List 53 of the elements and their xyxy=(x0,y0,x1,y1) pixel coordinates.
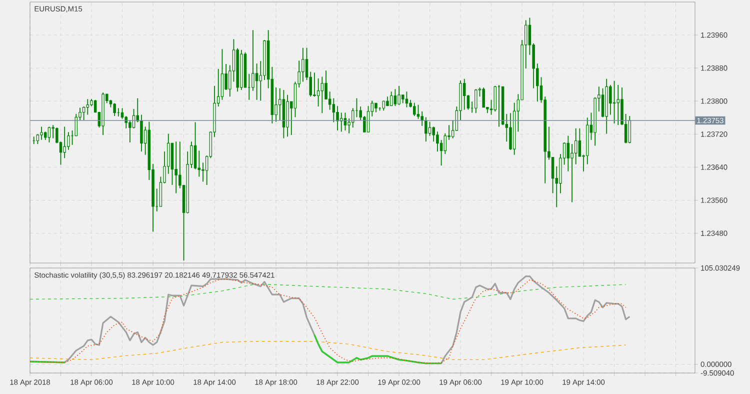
candlestick xyxy=(48,126,51,143)
line-series xyxy=(30,284,626,300)
candlestick xyxy=(382,100,386,112)
candlestick xyxy=(482,87,485,108)
candlestick xyxy=(405,91,408,108)
candlestick xyxy=(220,48,224,100)
candlestick xyxy=(390,91,393,107)
candlestick xyxy=(174,141,178,194)
candlestick xyxy=(616,84,620,126)
candlestick xyxy=(140,114,143,152)
candlestick xyxy=(36,134,40,145)
candlestick xyxy=(252,30,254,92)
candlestick xyxy=(578,128,582,157)
candlestick xyxy=(320,76,324,114)
candlestick xyxy=(194,122,197,170)
candlestick xyxy=(52,124,54,139)
candlestick xyxy=(74,113,78,136)
candlestick xyxy=(352,108,354,128)
candlestick xyxy=(601,88,604,118)
candlestick xyxy=(332,98,336,123)
candlestick xyxy=(394,88,397,107)
candlestick xyxy=(398,85,400,106)
candlestick xyxy=(494,85,496,112)
candlestick xyxy=(612,80,616,124)
candlestick xyxy=(609,84,612,116)
candlestick xyxy=(40,126,43,140)
candlestick xyxy=(413,102,416,116)
candlestick xyxy=(255,63,258,100)
candlestick xyxy=(566,135,570,172)
candlestick xyxy=(336,106,339,131)
candlestick xyxy=(462,78,466,110)
candlestick xyxy=(86,98,90,116)
candlestick xyxy=(302,47,304,82)
candlestick xyxy=(67,132,70,150)
candlestick xyxy=(420,110,424,126)
candlestick xyxy=(63,126,66,159)
candlestick xyxy=(574,128,578,165)
candlestick xyxy=(82,106,86,121)
line-series xyxy=(30,341,626,360)
candlestick xyxy=(474,88,478,114)
candlestick xyxy=(124,116,128,129)
candlestick xyxy=(374,102,378,113)
candlestick xyxy=(424,116,428,142)
candlestick xyxy=(113,102,116,116)
candlestick xyxy=(340,112,343,132)
candlestick xyxy=(570,144,574,203)
candlestick xyxy=(509,112,512,150)
candlestick xyxy=(316,78,320,107)
candlestick xyxy=(432,126,435,142)
candlestick xyxy=(428,121,432,136)
candlestick xyxy=(313,72,316,98)
candlestick xyxy=(120,108,124,120)
candlestick xyxy=(436,131,439,152)
